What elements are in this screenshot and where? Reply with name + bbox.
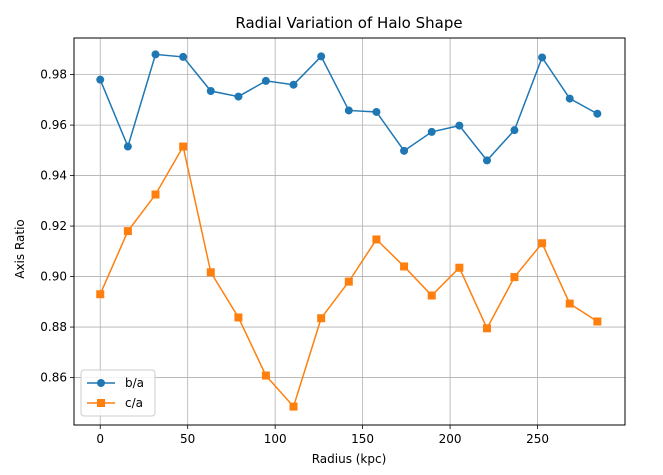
data-point (179, 52, 188, 61)
legend: b/a c/a (80, 369, 156, 417)
y-tick-label: 0.92 (40, 219, 67, 233)
data-point (206, 87, 215, 96)
data-point (565, 299, 574, 308)
y-axis-label: Axis Ratio (13, 219, 27, 279)
grid (74, 38, 625, 425)
x-tick-label: 50 (180, 432, 195, 446)
y-axis: 0.86 0.88 0.90 0.92 0.94 0.96 0.98 (40, 68, 74, 385)
y-tick-label: 0.86 (40, 371, 67, 385)
data-point (593, 317, 602, 326)
data-point (317, 52, 326, 61)
data-point (400, 262, 409, 271)
data-point (289, 402, 298, 411)
legend-marker (97, 379, 105, 387)
data-point (482, 156, 491, 165)
y-tick-label: 0.90 (40, 270, 67, 284)
x-tick-label: 150 (351, 432, 374, 446)
data-point (510, 273, 519, 282)
data-point (317, 314, 326, 323)
x-tick-label: 250 (526, 432, 549, 446)
legend-entry: c/a (87, 396, 143, 410)
series-b-a (96, 50, 602, 165)
x-tick-label: 0 (96, 432, 104, 446)
data-point (234, 92, 243, 101)
data-point (289, 80, 298, 89)
y-tick-label: 0.98 (40, 68, 67, 82)
data-point (151, 190, 160, 199)
data-point (372, 107, 381, 116)
legend-marker (97, 399, 105, 407)
legend-label: c/a (125, 396, 143, 410)
y-tick-label: 0.88 (40, 320, 67, 334)
data-point (261, 76, 270, 85)
legend-entry: b/a (87, 376, 144, 390)
data-point (510, 126, 519, 135)
series-c-a (96, 142, 602, 411)
data-point (455, 263, 464, 272)
data-point (427, 127, 436, 136)
chart-title: Radial Variation of Halo Shape (235, 14, 462, 32)
data-point (538, 239, 547, 248)
x-tick-label: 200 (439, 432, 462, 446)
data-point (261, 371, 270, 380)
data-point (123, 142, 132, 151)
data-point (234, 313, 243, 322)
y-tick-label: 0.94 (40, 169, 67, 183)
data-point (372, 235, 381, 244)
x-tick-label: 100 (264, 432, 287, 446)
legend-label: b/a (125, 376, 144, 390)
data-point (206, 268, 215, 277)
y-tick-label: 0.96 (40, 118, 67, 132)
data-point (538, 53, 547, 62)
data-point (482, 324, 491, 333)
plot-area (73, 37, 626, 426)
data-point (179, 142, 188, 151)
x-axis-label: Radius (kpc) (312, 452, 387, 466)
data-point (123, 227, 132, 236)
data-point (96, 290, 105, 299)
x-axis: 0 50 100 150 200 250 (96, 425, 549, 446)
data-point (455, 121, 464, 130)
data-point (593, 109, 602, 118)
data-point (427, 291, 436, 300)
data-point (344, 106, 353, 115)
series-layer (96, 50, 602, 411)
data-point (151, 50, 160, 59)
data-point (565, 94, 574, 103)
data-point (96, 75, 105, 84)
data-point (400, 146, 409, 155)
data-point (344, 277, 353, 286)
